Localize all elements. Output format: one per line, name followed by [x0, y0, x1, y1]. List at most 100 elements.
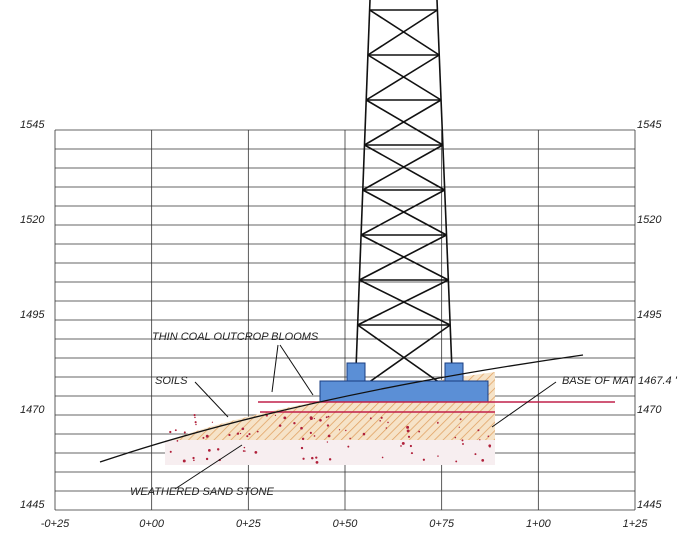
- y-label: 1445: [637, 499, 662, 511]
- dot: [387, 421, 389, 424]
- dot: [459, 418, 462, 421]
- tower-brace: [362, 144, 444, 191]
- dot: [327, 434, 331, 438]
- tower-leg: [436, 0, 454, 393]
- x-label: 0+00: [139, 518, 165, 530]
- y-label: 1470: [20, 404, 45, 416]
- dot: [369, 417, 372, 420]
- dot: [211, 421, 214, 423]
- dot: [326, 424, 330, 427]
- pedestal: [346, 362, 366, 382]
- dot: [327, 415, 330, 418]
- dot: [315, 456, 318, 459]
- dot: [381, 456, 384, 459]
- dot: [461, 439, 464, 442]
- dot: [313, 435, 316, 437]
- dot: [256, 430, 259, 433]
- dot: [205, 434, 209, 438]
- dot: [455, 460, 458, 463]
- dot: [243, 446, 246, 449]
- dot: [379, 419, 381, 422]
- pedestal: [444, 362, 464, 382]
- dot: [477, 429, 480, 432]
- dot: [236, 432, 240, 435]
- dot: [216, 448, 220, 451]
- dot: [474, 453, 477, 456]
- dot: [300, 446, 304, 450]
- x-label: 0+25: [236, 518, 262, 530]
- dot: [309, 416, 313, 420]
- annotation: WEATHERED SAND STONE: [130, 486, 274, 498]
- x-label: 1+25: [623, 518, 649, 530]
- leaders: [174, 344, 557, 490]
- dot: [436, 422, 439, 424]
- dot: [311, 456, 314, 460]
- dot: [328, 458, 332, 461]
- dot: [301, 437, 305, 441]
- dot: [169, 430, 172, 434]
- ground-line: [99, 354, 584, 463]
- dot: [205, 457, 209, 461]
- x-label: -0+25: [41, 518, 70, 530]
- dot: [313, 417, 316, 420]
- dot: [274, 414, 277, 417]
- dot: [458, 426, 460, 428]
- tower-leg: [354, 0, 371, 393]
- dot: [309, 431, 312, 434]
- dot: [228, 433, 231, 437]
- sandstone-layer: [165, 440, 495, 465]
- dot: [422, 458, 425, 461]
- dot: [182, 459, 186, 463]
- dot: [202, 436, 205, 439]
- tower-brace: [369, 9, 440, 56]
- dot: [278, 424, 282, 427]
- dot: [195, 423, 197, 426]
- dot: [239, 432, 242, 435]
- dot: [283, 416, 287, 420]
- tower-brace: [367, 54, 442, 101]
- tower-brace: [360, 189, 446, 236]
- tower-brace: [364, 144, 446, 191]
- dot: [194, 421, 197, 424]
- dot: [293, 422, 296, 425]
- dot: [241, 427, 245, 431]
- y-label: 1520: [637, 214, 662, 226]
- tower-brace: [365, 54, 440, 101]
- dot: [406, 425, 410, 429]
- dot: [325, 416, 328, 419]
- tower-brace: [367, 9, 438, 56]
- x-label: 1+00: [526, 518, 552, 530]
- dot: [192, 456, 195, 460]
- dot: [489, 446, 491, 448]
- dot: [176, 439, 179, 442]
- dot: [410, 452, 414, 455]
- tower-brace: [364, 99, 442, 146]
- dot: [207, 449, 211, 452]
- dot: [406, 429, 410, 433]
- tower-brace: [359, 234, 447, 281]
- y-label: 1545: [20, 119, 45, 131]
- tower: [354, 0, 454, 393]
- tower-brace: [362, 189, 447, 236]
- dot: [193, 459, 195, 462]
- dot: [401, 441, 405, 445]
- dot: [242, 450, 245, 452]
- dot: [193, 413, 196, 417]
- dot: [345, 429, 347, 432]
- annotation: BASE OF MAT 1467.4 ': [562, 375, 678, 387]
- dot: [315, 460, 319, 464]
- dot: [302, 457, 305, 460]
- dot: [362, 432, 366, 436]
- y-label: 1520: [20, 214, 45, 226]
- tower-brace: [357, 279, 449, 326]
- annotation: THIN COAL OUTCROP BLOOMS: [152, 331, 319, 343]
- dot: [487, 435, 490, 438]
- y-label: 1545: [637, 119, 662, 131]
- dot: [409, 444, 412, 448]
- dot: [349, 437, 351, 440]
- dot: [338, 429, 341, 431]
- dot: [174, 429, 177, 432]
- dot: [347, 445, 350, 448]
- y-label: 1470: [637, 404, 662, 416]
